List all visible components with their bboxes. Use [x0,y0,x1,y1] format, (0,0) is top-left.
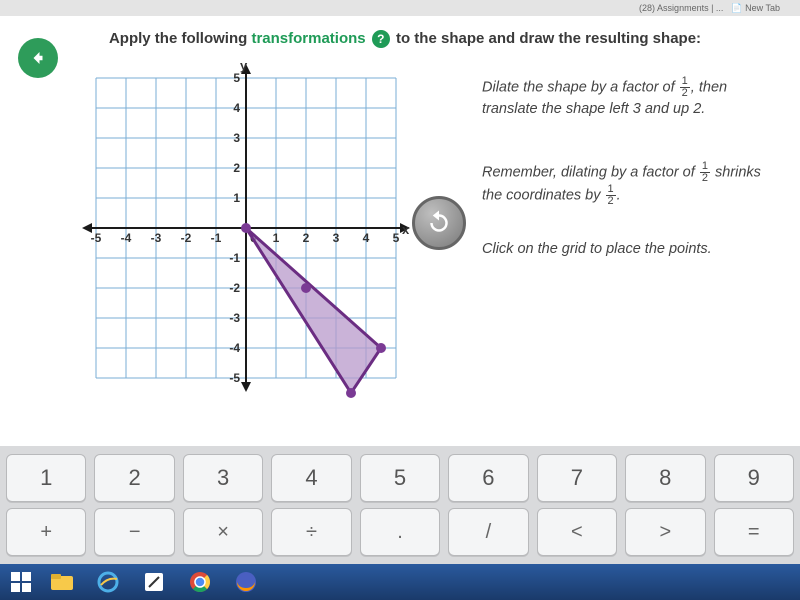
key-2[interactable]: 2 [94,454,174,502]
taskbar-ie[interactable] [86,567,130,597]
svg-text:4: 4 [363,231,370,245]
main-row: -5-4-3-2-1012345-5-4-3-2-112345 y x Dila… [16,58,784,408]
key-op[interactable]: × [183,508,263,556]
speaker-left-icon [29,49,47,67]
key-9[interactable]: 9 [714,454,794,502]
svg-text:5: 5 [233,71,240,85]
key-op[interactable]: + [6,508,86,556]
key-7[interactable]: 7 [537,454,617,502]
virtual-keyboard: 123456789 +−×÷./<>= [0,446,800,564]
key-5[interactable]: 5 [360,454,440,502]
svg-text:-3: -3 [229,311,240,325]
svg-text:-5: -5 [229,371,240,385]
key-3[interactable]: 3 [183,454,263,502]
svg-text:2: 2 [303,231,310,245]
windows-icon [11,572,31,592]
tab-new[interactable]: 📄 New Tab [731,3,780,14]
svg-text:-4: -4 [229,341,240,355]
hint-3: Click on the grid to place the points. [482,239,784,261]
chrome-icon [189,571,211,593]
svg-text:-5: -5 [91,231,102,245]
content-area: Apply the following transformations ? to… [0,16,800,446]
svg-text:5: 5 [393,231,400,245]
svg-text:-1: -1 [229,251,240,265]
svg-text:-3: -3 [151,231,162,245]
keyboard-row-1: 123456789 [6,454,794,502]
screen: (28) Assignments | ... 📄 New Tab Apply t… [0,0,800,600]
browser-tabs: (28) Assignments | ... 📄 New Tab [0,0,800,16]
x-axis-label: x [402,222,409,237]
key-6[interactable]: 6 [448,454,528,502]
key-op[interactable]: ÷ [271,508,351,556]
svg-text:2: 2 [233,161,240,175]
svg-text:1: 1 [233,191,240,205]
svg-text:-1: -1 [211,231,222,245]
key-op[interactable]: . [360,508,440,556]
taskbar-chrome[interactable] [178,567,222,597]
keyboard-row-2: +−×÷./<>= [6,508,794,556]
key-op[interactable]: < [537,508,617,556]
undo-button[interactable] [412,196,466,250]
key-1[interactable]: 1 [6,454,86,502]
windows-taskbar [0,564,800,600]
key-op[interactable]: / [448,508,528,556]
taskbar-editor[interactable] [132,567,176,597]
key-op[interactable]: = [714,508,794,556]
svg-text:3: 3 [233,131,240,145]
key-op[interactable]: − [94,508,174,556]
tab-assignments[interactable]: (28) Assignments | ... [639,3,723,13]
y-axis-label: y [240,58,247,73]
hints-column: Dilate the shape by a factor of 12, then… [432,58,784,408]
key-4[interactable]: 4 [271,454,351,502]
firefox-icon [235,571,257,593]
undo-icon [424,208,454,238]
coordinate-grid[interactable]: -5-4-3-2-1012345-5-4-3-2-112345 y x [76,58,416,408]
folder-icon [50,572,74,592]
svg-text:1: 1 [273,231,280,245]
taskbar-firefox[interactable] [224,567,268,597]
svg-text:-4: -4 [121,231,132,245]
hint-1: Dilate the shape by a factor of 12, then… [482,76,784,121]
help-icon[interactable]: ? [372,30,390,48]
taskbar-explorer[interactable] [40,567,84,597]
pencil-icon [143,571,165,593]
key-8[interactable]: 8 [625,454,705,502]
svg-text:-2: -2 [229,281,240,295]
back-button[interactable] [18,38,58,78]
hint-2: Remember, dilating by a factor of 12 shr… [482,161,784,207]
ie-icon [97,571,119,593]
grid-svg: -5-4-3-2-1012345-5-4-3-2-112345 [76,58,416,408]
svg-text:3: 3 [333,231,340,245]
start-button[interactable] [4,572,38,592]
instruction-text: Apply the following transformations ? to… [86,30,724,48]
svg-text:4: 4 [233,101,240,115]
key-op[interactable]: > [625,508,705,556]
svg-text:-2: -2 [181,231,192,245]
